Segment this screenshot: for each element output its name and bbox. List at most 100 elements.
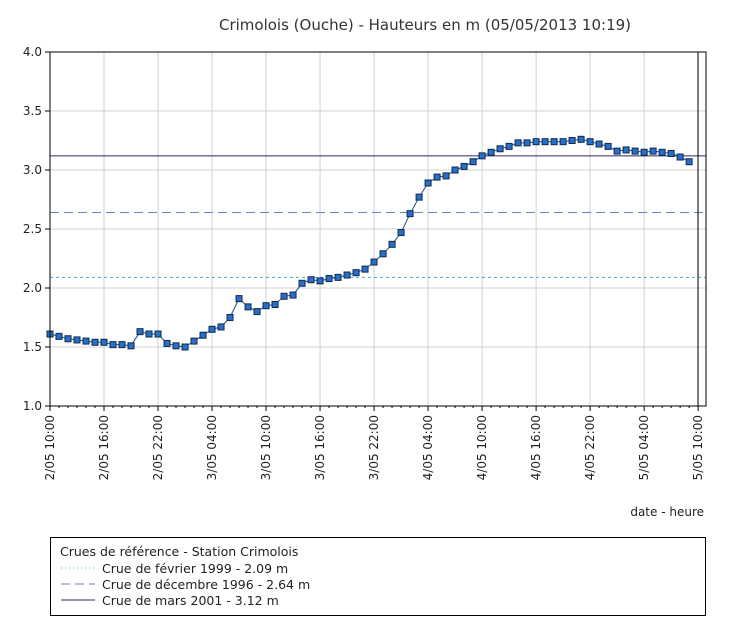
x-tick-label: 3/05 16:00 [313,415,327,480]
data-point [622,146,630,154]
data-point [379,250,387,258]
data-point [568,137,576,144]
x-tick-label: 2/05 16:00 [97,415,111,480]
legend-title: Crues de référence - Station Crimolois [60,544,299,559]
data-point [595,140,603,148]
y-tick-label: 4.0 [23,45,42,59]
legend-item-decembre-1996: Crue de décembre 1996 - 2.64 m [60,576,310,592]
data-point [640,148,648,156]
data-point [613,147,621,155]
legend-item-fevrier-1999: Crue de février 1999 - 2.09 m [60,560,288,576]
grid [50,52,706,406]
data-point [541,138,549,146]
legend-swatch-dashed [61,583,95,585]
data-point [388,240,396,248]
data-point [289,291,297,299]
data-point [676,153,684,161]
data-point [631,147,639,155]
data-point [550,138,558,146]
data-point [334,273,342,281]
data-point [469,158,477,166]
data-point [226,314,234,321]
data-point [262,302,270,310]
data-point [244,303,252,311]
data-point [163,339,171,347]
legend-label: Crue de mars 2001 - 3.12 m [102,592,279,608]
data-point [271,301,279,309]
x-axis-label: date - heure [630,505,704,519]
data-point [442,172,450,180]
data-point [55,332,63,340]
x-tick-label: 4/05 04:00 [421,415,435,480]
x-tick-label: 3/05 10:00 [259,415,273,480]
x-tick-label: 2/05 22:00 [151,415,165,480]
legend: Crues de référence - Station Crimolois C… [50,537,706,616]
data-point [73,336,81,344]
data-point [325,275,333,283]
data-point [451,166,459,174]
data-point [460,162,468,170]
data-point [478,152,486,160]
hydrograph-chart: Crimolois (Ouche) - Hauteurs en m (05/05… [23,16,707,519]
data-point [208,325,216,333]
data-point [118,341,126,349]
data-point [199,331,207,339]
data-point [397,229,405,237]
data-point [586,138,594,146]
data-point [127,342,135,350]
data-point [91,338,99,346]
data-point [496,145,504,153]
data-point [685,158,693,166]
reference-lines [50,155,706,278]
data-point [649,147,657,155]
data-point [604,142,612,150]
data-point [667,149,675,157]
chart-title: Crimolois (Ouche) - Hauteurs en m (05/05… [219,16,631,34]
data-point [514,139,522,147]
data-point [523,139,531,147]
data-point [370,258,378,266]
x-tick-label: 4/05 22:00 [583,415,597,480]
data-point [343,271,351,279]
series-markers [46,135,693,351]
x-tick-label: 3/05 04:00 [205,415,219,480]
legend-swatch-dotted [61,567,95,569]
data-point [424,179,432,187]
y-tick-label: 3.0 [23,163,42,177]
y-tick-label: 3.5 [23,104,42,118]
data-point [487,148,495,156]
data-point [577,135,585,143]
data-point [298,279,306,287]
data-point [415,193,423,201]
data-point [64,335,72,343]
x-tick-label: 4/05 16:00 [529,415,543,480]
legend-item-mars-2001: Crue de mars 2001 - 3.12 m [60,592,279,608]
data-point [82,337,90,345]
x-tick-label: 3/05 22:00 [367,415,381,480]
data-point [316,277,324,285]
data-point [361,265,369,273]
data-point [109,341,117,349]
legend-swatch-solid [61,599,95,601]
y-axis-ticks: 1.0 1.5 2.0 2.5 3.0 3.5 4.0 [23,45,50,413]
data-point [181,343,189,351]
y-tick-label: 2.0 [23,281,42,295]
y-tick-label: 1.0 [23,399,42,413]
data-point [136,328,144,336]
data-point [433,173,441,181]
data-point [352,269,360,277]
y-tick-label: 2.5 [23,222,42,236]
x-tick-label: 2/05 10:00 [43,415,57,480]
legend-label: Crue de décembre 1996 - 2.64 m [102,576,311,592]
data-point [658,148,666,156]
x-axis-ticks: 2/05 10:00 2/05 16:00 2/05 22:00 3/05 04:00… [43,406,705,480]
data-point [505,142,513,150]
data-point [190,337,198,345]
x-tick-label: 4/05 10:00 [475,415,489,480]
data-point [307,276,315,284]
y-tick-label: 1.5 [23,340,42,354]
data-point [253,308,261,316]
data-point [532,138,540,146]
data-point [154,330,162,338]
data-point [217,323,225,331]
